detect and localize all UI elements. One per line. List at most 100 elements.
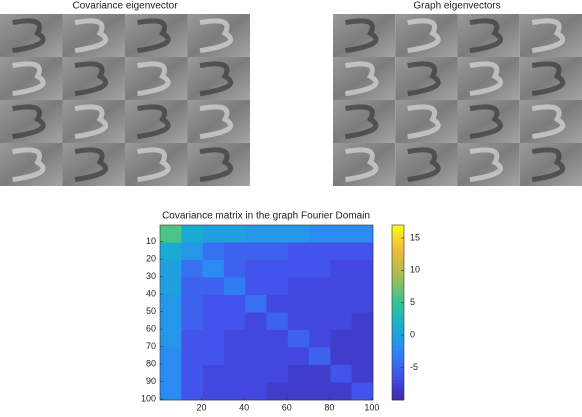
heatmap-cell <box>202 330 225 348</box>
digit-stroke <box>74 61 108 97</box>
digit-stroke <box>344 18 379 54</box>
colorbar-step <box>392 335 404 340</box>
digit-stroke <box>469 61 503 97</box>
heatmap-cell <box>330 260 352 278</box>
colorbar-step <box>392 265 404 270</box>
heatmap-cell <box>202 382 225 401</box>
digit-stroke <box>531 61 566 97</box>
heatmap-cell <box>309 277 331 296</box>
digit-stroke <box>531 104 566 140</box>
digit-stroke <box>531 147 566 183</box>
heatmap-cell <box>181 365 203 383</box>
colorbar-step <box>392 248 404 252</box>
colorbar-tick-label: 0 <box>410 330 415 340</box>
heatmap-cell <box>223 312 246 331</box>
colorbar-step <box>392 327 404 331</box>
heatmap-cell <box>287 260 310 278</box>
y-tick-label: 30 <box>146 271 156 281</box>
digit-stroke <box>12 18 46 54</box>
digit-stroke <box>407 61 441 97</box>
y-tick-label: 100 <box>141 394 156 404</box>
colorbar-step <box>392 309 404 313</box>
heatmap-cell <box>245 382 267 401</box>
heatmap-cell <box>223 260 246 278</box>
colorbar-step <box>392 338 404 342</box>
heatmap-cell <box>181 382 203 401</box>
heatmap-cell <box>309 312 331 331</box>
heatmap-cell <box>181 347 203 366</box>
colorbar-step <box>392 274 404 278</box>
heatmap-cell <box>181 225 203 243</box>
colorbar-step <box>392 292 404 296</box>
colorbar-step <box>392 341 404 345</box>
colorbar-step <box>392 388 404 392</box>
digit-stroke <box>531 18 566 54</box>
x-tick-label: 40 <box>239 402 249 412</box>
colorbar-step <box>392 394 404 398</box>
digit-stroke <box>12 104 46 140</box>
heatmap-cell <box>351 382 374 401</box>
colorbar-step <box>392 391 404 395</box>
colorbar-step <box>392 295 404 299</box>
heatmap-cell <box>223 347 246 366</box>
colorbar-step <box>392 245 404 249</box>
y-tick-label: 40 <box>146 289 156 299</box>
heatmap-cell <box>160 260 182 278</box>
heatmap-cell <box>351 295 374 313</box>
colorbar-step <box>392 376 404 380</box>
colorbar-step <box>392 318 404 322</box>
colorbar-step <box>392 367 404 372</box>
heatmap-cell <box>287 277 310 296</box>
heatmap-cell <box>223 365 246 383</box>
heatmap-cell <box>266 365 289 383</box>
colorbar-step <box>392 289 404 293</box>
colorbar-step <box>392 359 404 363</box>
digit-stroke <box>469 104 503 140</box>
digit-stroke <box>407 18 441 54</box>
heatmap-cell <box>309 295 331 313</box>
heatmap-cell <box>245 330 267 348</box>
heatmap-cell <box>223 382 246 401</box>
colorbar-step <box>392 280 404 284</box>
colorbar-step <box>392 353 404 357</box>
colorbar-step <box>392 277 404 281</box>
colorbar-step <box>392 321 404 325</box>
digit-stroke <box>407 147 441 183</box>
heatmap-cell <box>245 295 267 313</box>
heatmap-cell <box>309 365 331 383</box>
x-tick-label: 60 <box>282 402 292 412</box>
colorbar-step <box>392 332 404 337</box>
digit-stroke <box>137 18 171 54</box>
colorbar-box <box>391 224 405 401</box>
y-tick-label: 90 <box>146 376 156 386</box>
heatmap-cell <box>330 295 352 313</box>
heatmap-cell <box>266 242 289 261</box>
colorbar-step <box>392 268 404 272</box>
colorbar-step <box>392 257 404 261</box>
heatmap-cell <box>223 330 246 348</box>
heatmap-cell <box>181 242 203 261</box>
heatmap-cell <box>330 312 352 331</box>
chart-title: Covariance matrix in the graph Fourier D… <box>162 211 370 222</box>
colorbar-step <box>392 303 404 307</box>
colorbar-step <box>392 362 404 366</box>
heatmap-cell <box>266 295 289 313</box>
colorbar-step <box>392 373 404 377</box>
colorbar-step <box>392 370 404 375</box>
digit-stroke <box>137 147 171 183</box>
colorbar-step <box>392 242 404 246</box>
colorbar-step <box>392 356 404 360</box>
heatmap-cell <box>266 330 289 348</box>
heatmap-cell <box>160 225 182 243</box>
y-tick-label: 50 <box>146 306 156 316</box>
heatmap-cell <box>160 347 182 366</box>
heatmap-cell <box>351 242 374 261</box>
heatmap-cell <box>266 277 289 296</box>
heatmap-cell <box>245 347 267 366</box>
colorbar-tick-label: -5 <box>410 362 418 372</box>
heatmap-cell <box>287 295 310 313</box>
heatmap-cell <box>330 330 352 348</box>
heatmap-cell <box>223 242 246 261</box>
heatmap-cell <box>287 365 310 383</box>
colorbar-step <box>392 262 404 267</box>
